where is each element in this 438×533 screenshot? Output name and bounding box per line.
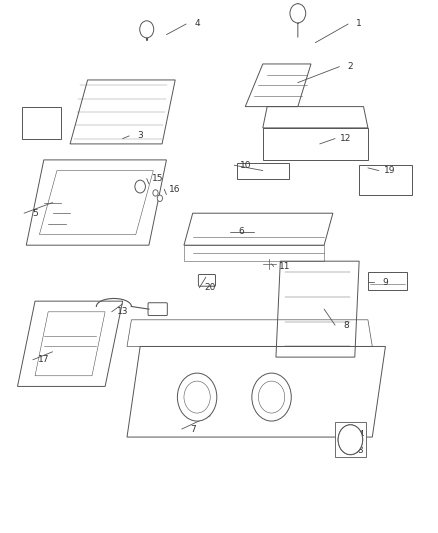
- Text: 7: 7: [190, 425, 196, 433]
- Text: 3: 3: [137, 132, 143, 140]
- Text: 20: 20: [205, 284, 216, 292]
- Bar: [335, 422, 366, 457]
- Circle shape: [153, 190, 158, 196]
- Text: 5: 5: [32, 209, 38, 217]
- FancyBboxPatch shape: [198, 274, 215, 286]
- Circle shape: [140, 21, 154, 38]
- Circle shape: [343, 430, 358, 449]
- Text: 15: 15: [152, 174, 163, 183]
- Circle shape: [184, 381, 210, 413]
- Text: 19: 19: [384, 166, 396, 175]
- Circle shape: [338, 425, 363, 455]
- Text: 10: 10: [240, 161, 251, 169]
- Circle shape: [157, 195, 162, 201]
- Circle shape: [290, 4, 306, 23]
- Text: 11: 11: [279, 262, 290, 271]
- Text: 14: 14: [353, 430, 365, 439]
- Circle shape: [177, 373, 217, 421]
- Text: 4: 4: [194, 20, 200, 28]
- Text: 12: 12: [340, 134, 352, 143]
- Circle shape: [252, 373, 291, 421]
- FancyBboxPatch shape: [148, 303, 167, 316]
- Text: 9: 9: [382, 278, 389, 287]
- Text: 16: 16: [170, 185, 181, 193]
- Circle shape: [258, 381, 285, 413]
- Text: 18: 18: [353, 446, 365, 455]
- Text: 8: 8: [343, 321, 349, 329]
- Text: 1: 1: [356, 20, 362, 28]
- Circle shape: [135, 180, 145, 193]
- Text: 2: 2: [348, 62, 353, 71]
- Circle shape: [338, 425, 363, 455]
- Text: 17: 17: [38, 356, 49, 364]
- Text: 6: 6: [238, 228, 244, 236]
- Text: 13: 13: [117, 308, 128, 316]
